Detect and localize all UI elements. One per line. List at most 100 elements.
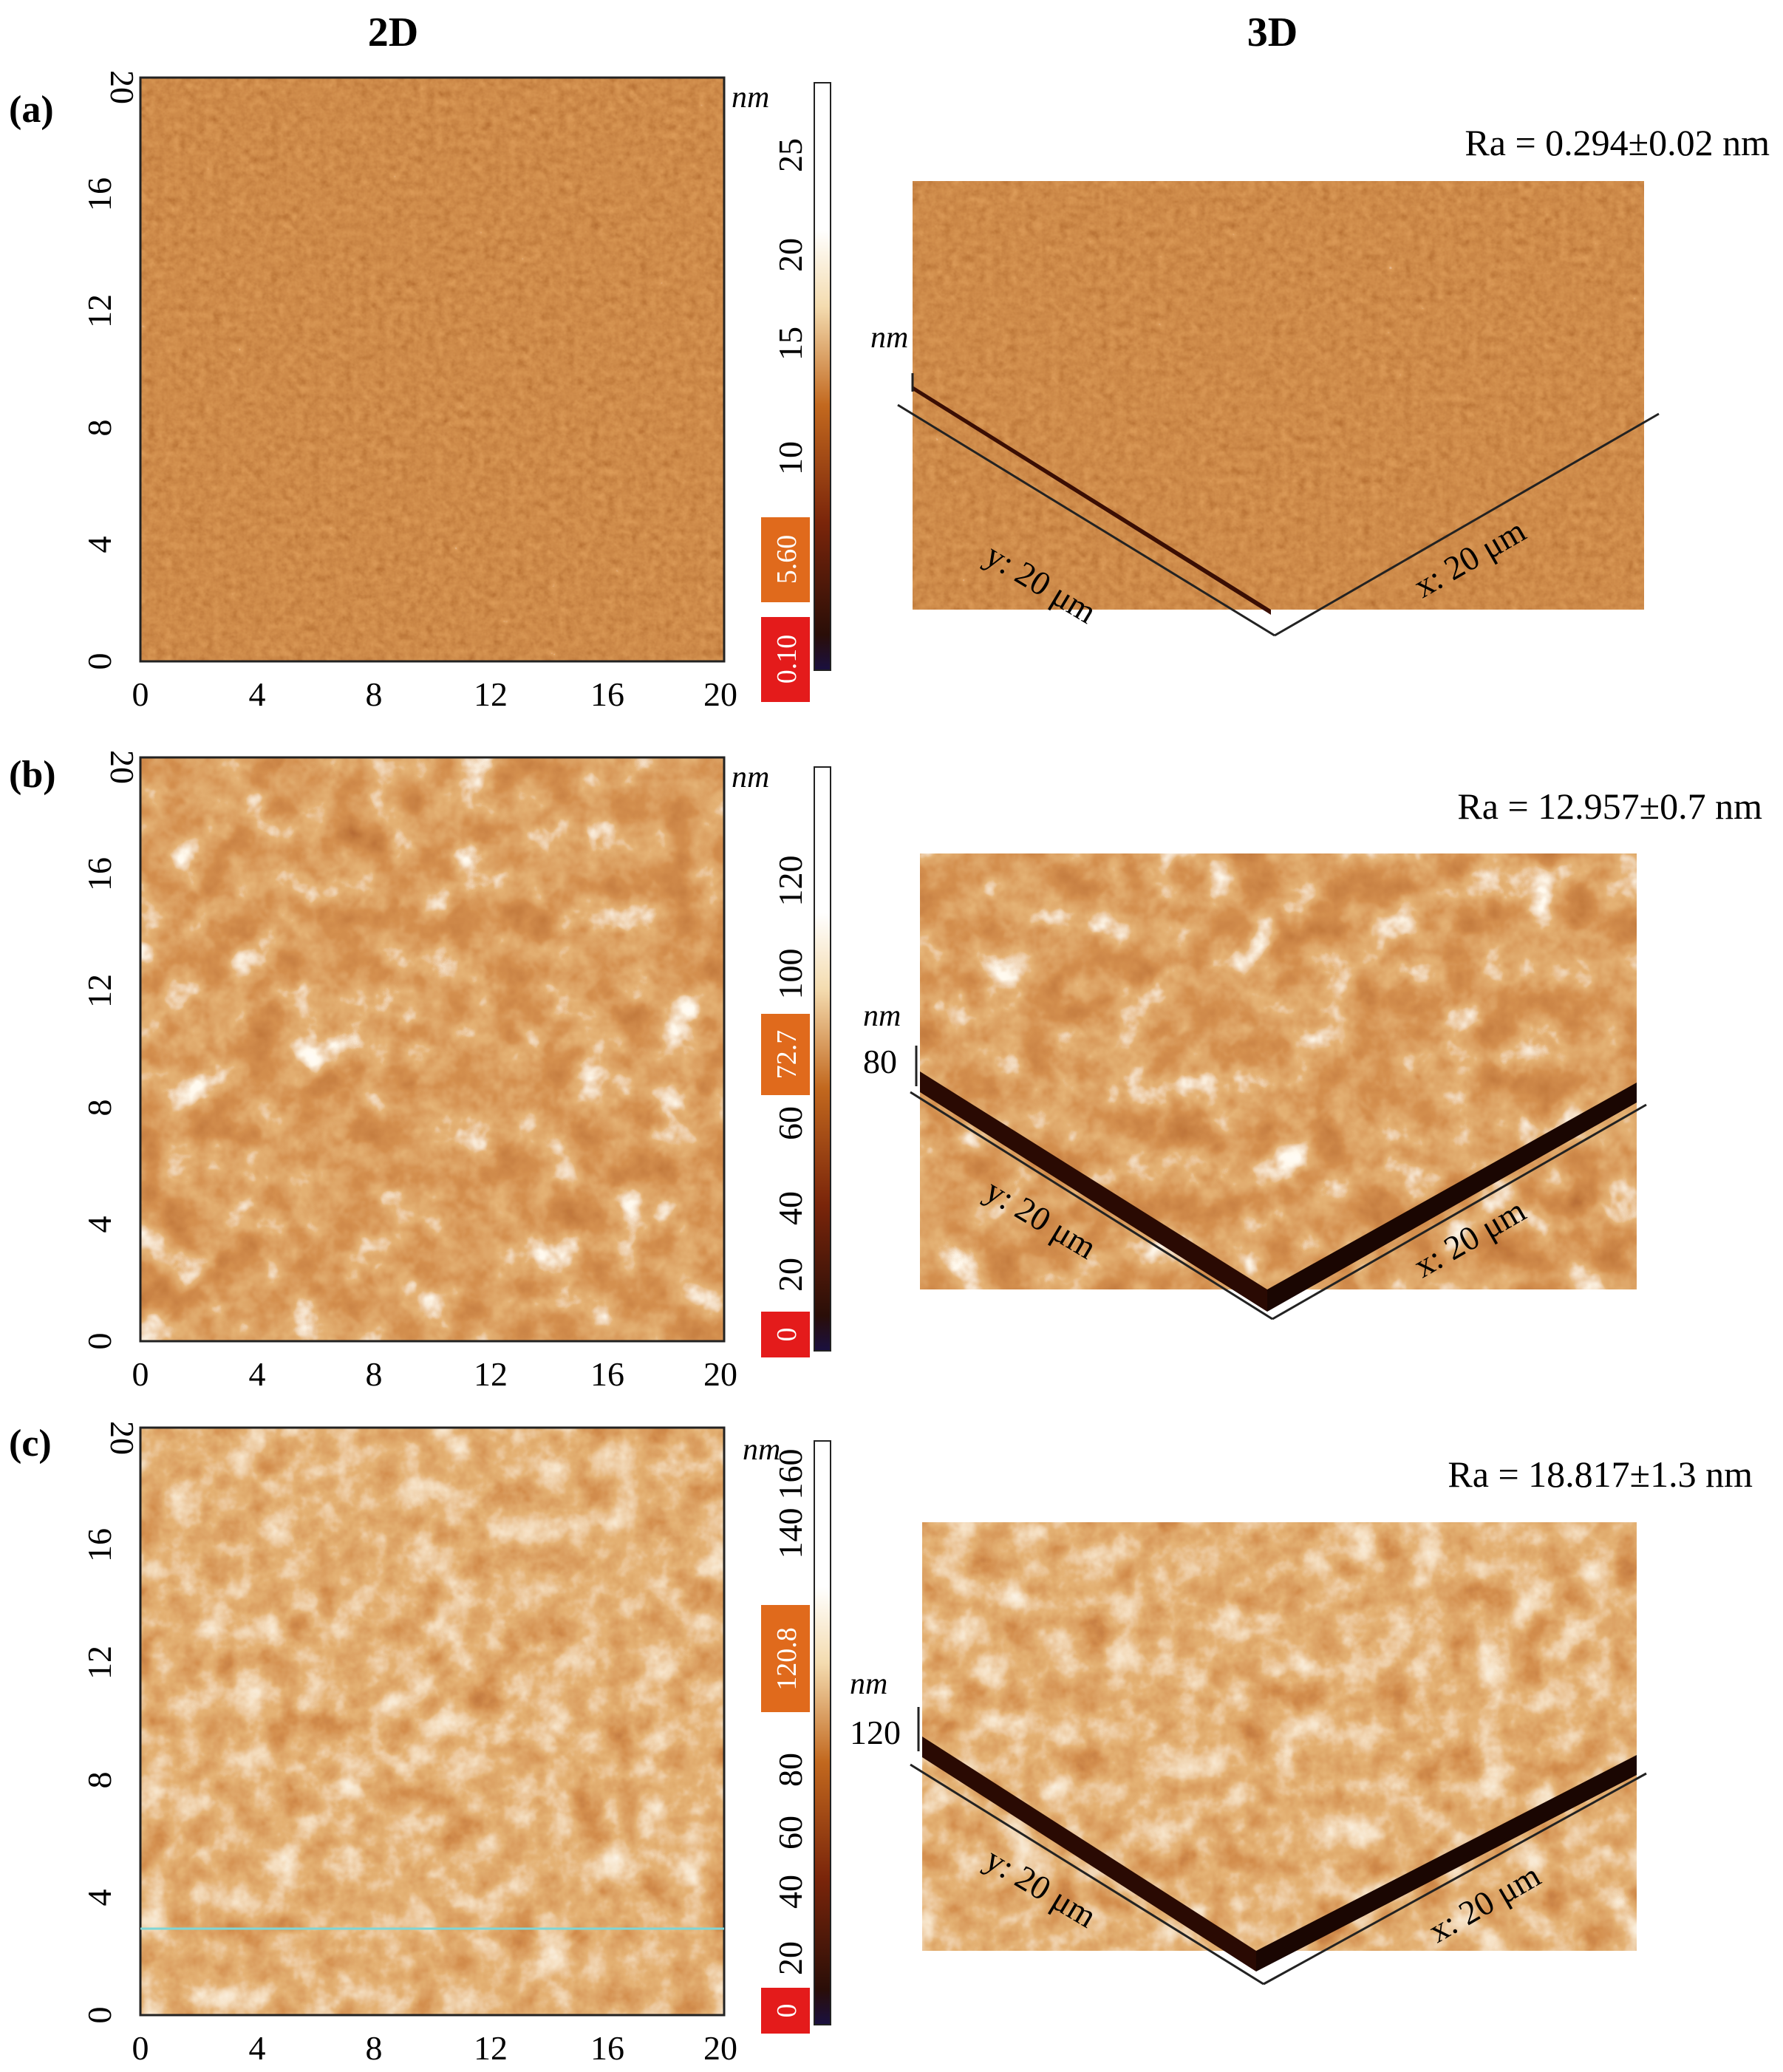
badge-high <box>761 1014 810 1095</box>
y-tick: 12 <box>81 294 118 328</box>
color-scale-bar: nm 20 40 60 80 140 160 120.8 0 <box>743 1433 831 2034</box>
badge-high-value: 72.7 <box>771 1030 802 1080</box>
badge-high-value: 120.8 <box>771 1627 802 1691</box>
x-tick: 12 <box>474 2029 508 2067</box>
scale-tick: 20 <box>771 1941 809 1975</box>
x-tick: 0 <box>132 2029 149 2067</box>
afm-3d-view: Ra = 0.294±0.02 nm nm y: 20 μm x: 20 μm <box>870 122 1770 637</box>
badge-high <box>761 1605 810 1712</box>
x-tick: 4 <box>249 675 266 713</box>
y-tick: 0 <box>81 2007 118 2024</box>
scale-tick: 60 <box>771 1106 809 1140</box>
scale-tick: 10 <box>771 441 809 475</box>
axis-x-label: x: 20 μm <box>1408 511 1533 605</box>
badge-low-value: 0 <box>771 2004 802 2018</box>
y-tick: 0 <box>81 1333 118 1350</box>
scale-tick: 40 <box>771 1191 809 1225</box>
x-tick: 8 <box>366 675 383 713</box>
z-unit: nm <box>870 321 908 355</box>
x-tick: 0 <box>132 675 149 713</box>
x-tick: 12 <box>474 675 508 713</box>
x-tick: 0 <box>132 1355 149 1393</box>
afm-2d-image <box>140 1428 724 2015</box>
scale-tick: 120 <box>771 856 809 907</box>
y-tick: 20 <box>103 750 141 784</box>
y-tick: 8 <box>81 1772 118 1789</box>
y-axis: 0 4 8 12 16 20 <box>81 1421 141 2024</box>
y-tick: 20 <box>103 1421 141 1455</box>
scale-unit: nm <box>743 1433 780 1467</box>
panel-label: (a) <box>9 89 54 131</box>
color-scale-bar: nm 10 15 20 25 5.60 0.10 <box>732 81 831 702</box>
scale-tick: 15 <box>771 327 809 361</box>
panel-c: (c) 0 4 8 12 16 20 0 4 8 12 16 20 nm 20 … <box>9 1421 1753 2067</box>
y-tick: 4 <box>81 1216 118 1233</box>
x-tick: 16 <box>590 675 624 713</box>
color-scale-bar: nm 20 40 60 100 120 72.7 0 <box>732 760 831 1357</box>
x-tick: 12 <box>474 1355 508 1393</box>
axis-y-label: y: 20 μm <box>979 536 1103 631</box>
x-tick: 8 <box>366 1355 383 1393</box>
surface-3d <box>913 181 1644 610</box>
y-axis: 0 4 8 12 16 20 <box>81 750 141 1350</box>
scale-unit: nm <box>732 81 769 115</box>
afm-3d-view: Ra = 12.957±0.7 nm nm 80 y: 20 μm x: 20 … <box>863 785 1762 1320</box>
x-tick: 8 <box>366 2029 383 2067</box>
surface-3d <box>922 1522 1637 1951</box>
y-tick: 12 <box>81 1646 118 1680</box>
z-unit: nm <box>863 999 901 1033</box>
y-tick: 20 <box>103 70 141 104</box>
surface-3d <box>920 853 1637 1289</box>
badge-low-value: 0 <box>771 1328 802 1342</box>
scale-tick: 160 <box>771 1449 809 1500</box>
badge-high-value: 5.60 <box>771 535 802 585</box>
y-tick: 0 <box>81 653 118 670</box>
scale-tick: 140 <box>771 1508 809 1559</box>
z-value: 80 <box>863 1043 897 1080</box>
scale-tick: 100 <box>771 949 809 1000</box>
panel-label: (c) <box>9 1422 52 1465</box>
badge-low <box>761 1312 810 1357</box>
y-tick: 16 <box>81 1528 118 1562</box>
x-tick: 16 <box>590 1355 624 1393</box>
ra-value: Ra = 18.817±1.3 nm <box>1448 1454 1753 1495</box>
y-tick: 8 <box>81 420 118 437</box>
panel-label: (b) <box>9 754 56 796</box>
afm-3d-view: Ra = 18.817±1.3 nm nm 120 y: 20 μm x: 20… <box>850 1454 1753 1986</box>
badge-low <box>761 1988 810 2034</box>
y-tick: 8 <box>81 1100 118 1117</box>
x-tick: 20 <box>703 2029 737 2067</box>
x-tick: 16 <box>590 2029 624 2067</box>
x-axis: 0 4 8 12 16 20 <box>132 675 738 713</box>
ra-value: Ra = 0.294±0.02 nm <box>1465 122 1770 163</box>
afm-2d-image <box>140 757 724 1341</box>
badge-high <box>761 517 810 602</box>
panel-b: (b) 0 4 8 12 16 20 0 4 8 12 16 20 nm 20 … <box>9 750 1762 1393</box>
scale-unit: nm <box>732 760 769 794</box>
afm-2d-image <box>140 78 724 661</box>
z-value: 120 <box>850 1714 901 1751</box>
scale-tick: 60 <box>771 1816 809 1850</box>
y-tick: 16 <box>81 177 118 211</box>
y-tick: 4 <box>81 1889 118 1906</box>
badge-low <box>761 617 810 702</box>
badge-low-value: 0.10 <box>771 635 802 684</box>
scale-tick: 20 <box>771 1258 809 1292</box>
x-tick: 4 <box>249 1355 266 1393</box>
y-axis: 0 4 8 12 16 20 <box>81 70 141 670</box>
y-tick: 12 <box>81 974 118 1008</box>
header-3d: 3D <box>1247 10 1298 55</box>
y-tick: 16 <box>81 857 118 891</box>
x-axis: 0 4 8 12 16 20 <box>132 2029 738 2067</box>
z-unit: nm <box>850 1667 887 1701</box>
x-tick: 20 <box>703 675 737 713</box>
y-tick: 4 <box>81 536 118 553</box>
header-2d: 2D <box>368 10 418 55</box>
scale-tick: 40 <box>771 1875 809 1909</box>
scale-tick: 25 <box>771 138 809 172</box>
x-axis: 0 4 8 12 16 20 <box>132 1355 738 1393</box>
panel-a: (a) 0 4 8 12 16 20 0 4 8 12 16 20 nm 10 … <box>9 70 1770 713</box>
x-tick: 20 <box>703 1355 737 1393</box>
scale-tick: 80 <box>771 1753 809 1787</box>
